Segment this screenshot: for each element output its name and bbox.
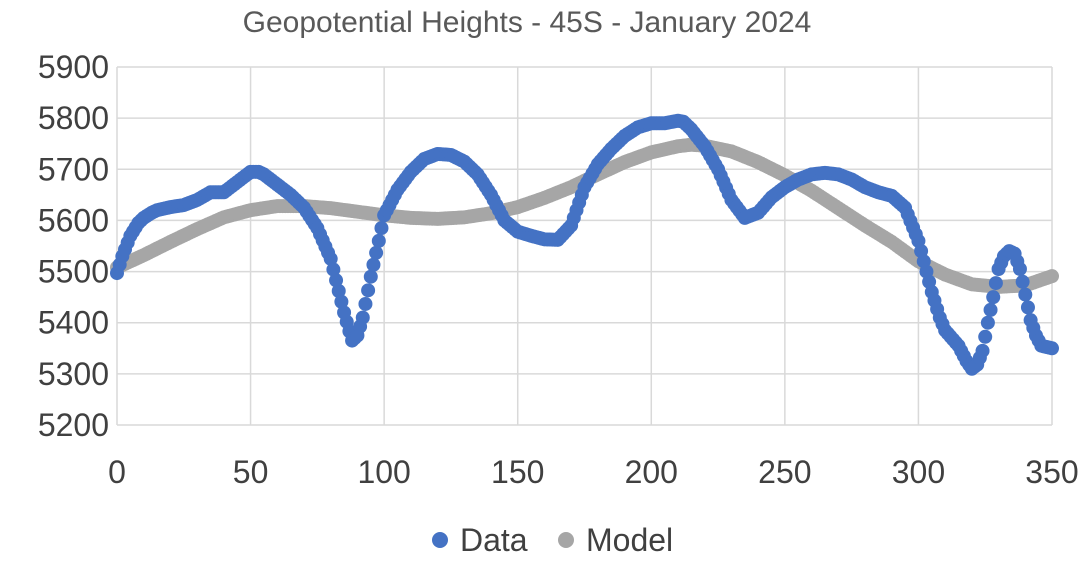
- legend-label-data: Data: [460, 522, 528, 558]
- legend: Data Model: [432, 522, 673, 558]
- gridlines: [116, 66, 1053, 426]
- data-point-data: [1018, 287, 1033, 302]
- data-point-data: [1012, 262, 1027, 277]
- y-tick-label: 5200: [38, 407, 109, 443]
- legend-label-model: Model: [586, 522, 673, 558]
- y-tick-label: 5400: [38, 305, 109, 341]
- data-point-data: [980, 315, 995, 330]
- data-point-data: [1020, 300, 1035, 315]
- data-point-data: [978, 329, 993, 344]
- x-tick-label: 250: [758, 454, 811, 490]
- data-point-data: [975, 343, 990, 358]
- data-point-data: [323, 251, 338, 266]
- data-point-data: [361, 283, 376, 298]
- x-tick-label: 300: [892, 454, 945, 490]
- y-axis-tick-labels: 5900 5800 5700 5600 5500 5400 5300 5200: [38, 49, 109, 443]
- y-tick-label: 5500: [38, 254, 109, 290]
- x-axis-tick-labels: 0 50 100 150 200 250 300 350: [108, 454, 1079, 490]
- plot-area: [110, 113, 1059, 376]
- y-tick-label: 5900: [38, 49, 109, 85]
- series-data: [110, 113, 1059, 376]
- data-point-data: [1015, 274, 1030, 289]
- y-tick-label: 5700: [38, 151, 109, 187]
- data-point-model: [1045, 269, 1059, 284]
- data-point-data: [986, 290, 1001, 305]
- data-point-data: [363, 269, 378, 284]
- x-tick-label: 350: [1025, 454, 1078, 490]
- y-tick-label: 5300: [38, 356, 109, 392]
- data-point-data: [983, 302, 998, 317]
- x-tick-label: 150: [491, 454, 544, 490]
- x-tick-label: 100: [357, 454, 410, 490]
- data-point-data: [374, 221, 389, 236]
- y-tick-label: 5600: [38, 202, 109, 238]
- data-point-data: [331, 284, 346, 299]
- data-point-data: [988, 276, 1003, 291]
- legend-marker-data: [432, 532, 448, 548]
- data-point-data: [371, 233, 386, 248]
- data-point-data: [369, 245, 384, 260]
- x-tick-label: 200: [625, 454, 678, 490]
- y-tick-label: 5800: [38, 100, 109, 136]
- data-point-data: [355, 310, 370, 325]
- data-point-data: [334, 294, 349, 309]
- data-point-data: [358, 296, 373, 311]
- x-tick-label: 0: [108, 454, 126, 490]
- data-point-data: [329, 273, 344, 288]
- data-point-data: [366, 257, 381, 272]
- legend-marker-model: [558, 532, 574, 548]
- chart-title: Geopotential Heights - 45S - January 202…: [243, 6, 812, 39]
- data-point-data: [326, 262, 341, 277]
- series-model: [110, 137, 1059, 294]
- x-tick-label: 50: [233, 454, 269, 490]
- data-point-data: [1045, 341, 1059, 356]
